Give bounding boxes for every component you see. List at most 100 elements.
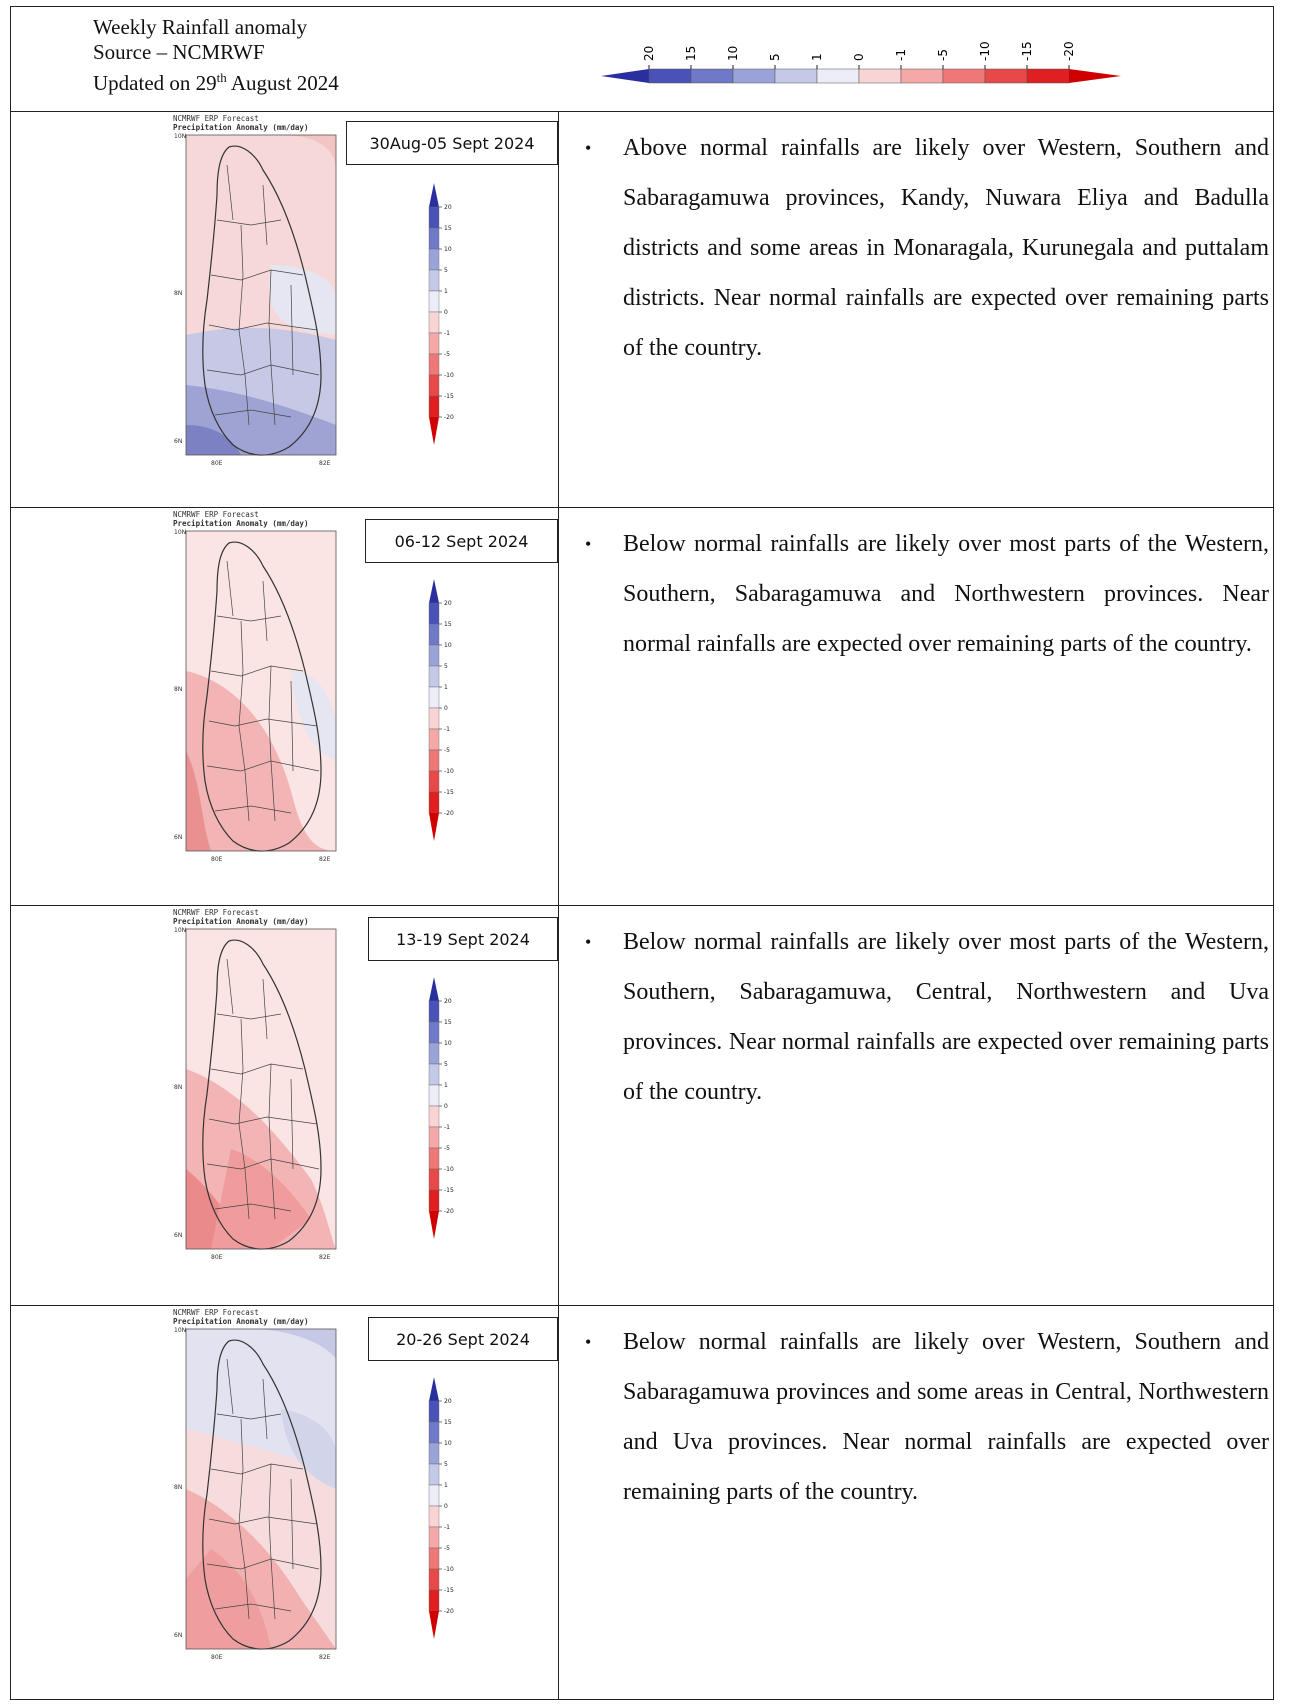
- cbar-tick-label: 15: [444, 621, 452, 628]
- colorbar-segment: [648, 68, 692, 84]
- colorbar-tick-label: 0: [852, 53, 866, 61]
- lat-label: 10N: [174, 927, 186, 934]
- cbar-arrow-bottom: [429, 1211, 439, 1239]
- anomaly-region: [281, 135, 336, 170]
- cbar-tick-label: -15: [444, 1587, 454, 1594]
- description-cell: • Below normal rainfalls are likely over…: [579, 917, 1269, 1117]
- lat-label: 6N: [174, 834, 182, 841]
- cbar-tick-label: -10: [444, 1166, 454, 1173]
- cbar-tick-label: 0: [444, 309, 448, 316]
- forecast-period-label: 20-26 Sept 2024: [368, 1317, 558, 1361]
- district-boundary: [214, 1203, 292, 1212]
- district-boundary: [268, 1063, 276, 1220]
- cbar-tick-label: 1: [444, 1482, 448, 1489]
- anomaly-region: [269, 265, 336, 335]
- forecast-period-label: 30Aug-05 Sept 2024: [346, 121, 558, 165]
- lat-label: 8N: [174, 1484, 182, 1491]
- cbar-tick-label: 20: [444, 600, 452, 607]
- colorbar-segment: [942, 68, 986, 84]
- district-boundary: [262, 978, 268, 1040]
- district-boundary: [268, 665, 276, 822]
- lon-label: 80E: [211, 1654, 223, 1661]
- cbar-segment: [428, 1021, 440, 1044]
- cbar-segment: [428, 1126, 440, 1149]
- cbar-segment: [428, 1547, 440, 1570]
- cbar-arrow-top: [429, 977, 439, 1001]
- cbar-tick-label: 10: [444, 1040, 452, 1047]
- cbar-tick-label: 0: [444, 1503, 448, 1510]
- cbar-tick-label: -5: [444, 1545, 450, 1552]
- forecast-row: NCMRWF ERP Forecast Precipitation Anomaly…: [11, 1305, 1273, 1699]
- district-boundary: [214, 805, 292, 814]
- cbar-tick-label: -15: [444, 393, 454, 400]
- forecast-description: Above normal rainfalls are likely over W…: [623, 135, 1269, 361]
- district-boundary: [216, 1013, 282, 1020]
- map-title-line1: NCMRWF ERP Forecast: [173, 908, 259, 917]
- cbar-tick-label: -10: [444, 768, 454, 775]
- cbar-tick-label: -15: [444, 789, 454, 796]
- cbar-segment: [428, 686, 440, 709]
- cbar-segment: [428, 395, 440, 418]
- map-title-line2: Precipitation Anomaly (mm/day): [173, 917, 308, 926]
- colorbar-segment: [816, 68, 860, 84]
- cbar-tick-label: 20: [444, 998, 452, 1005]
- cbar-segment: [428, 248, 440, 271]
- forecast-period-label: 13-19 Sept 2024: [368, 917, 558, 961]
- colorbar-tick-label: -20: [1062, 41, 1076, 61]
- colorbar-tick-label: 10: [726, 46, 740, 61]
- district-boundary: [290, 284, 294, 376]
- district-boundary: [238, 1418, 250, 1620]
- colorbar-tick-label: -5: [936, 49, 950, 61]
- lon-label: 80E: [211, 1254, 223, 1261]
- map-cell: NCMRWF ERP Forecast Precipitation Anomaly…: [11, 507, 559, 905]
- lat-label: 10N: [174, 133, 186, 140]
- cbar-segment: [428, 311, 440, 334]
- colorbar-tick-label: 15: [684, 46, 698, 61]
- cbar-tick-label: 5: [444, 663, 448, 670]
- cbar-segment: [428, 1147, 440, 1170]
- lon-label: 82E: [319, 1254, 331, 1261]
- district-boundary: [226, 1358, 234, 1415]
- forecast-table: Weekly Rainfall anomaly Source – NCMRWF …: [10, 6, 1274, 1700]
- forecast-description: Below normal rainfalls are likely over W…: [623, 1329, 1269, 1505]
- cbar-segment: [428, 1463, 440, 1486]
- cbar-tick-label: -20: [444, 1608, 454, 1615]
- cbar-tick-label: -1: [444, 330, 450, 337]
- map-frame: [185, 530, 337, 852]
- cbar-arrow-bottom: [429, 813, 439, 841]
- district-boundary: [206, 364, 320, 376]
- cbar-segment: [428, 665, 440, 688]
- map-frame: [185, 134, 337, 456]
- district-boundary: [290, 1478, 294, 1570]
- colorbar-segment: [900, 68, 944, 84]
- header-title: Weekly Rainfall anomaly: [93, 15, 308, 39]
- cbar-tick-label: -5: [444, 747, 450, 754]
- cbar-tick-label: 10: [444, 642, 452, 649]
- district-boundary: [238, 1018, 250, 1220]
- map-cell: NCMRWF ERP Forecast Precipitation Anomaly…: [11, 905, 559, 1305]
- anomaly-region: [186, 751, 211, 851]
- district-boundary: [290, 1078, 294, 1170]
- district-boundary: [206, 1158, 320, 1170]
- district-boundary: [226, 958, 234, 1015]
- cbar-tick-label: 1: [444, 1082, 448, 1089]
- cbar-segment: [428, 1084, 440, 1107]
- description-cell: • Above normal rainfalls are likely over…: [579, 123, 1269, 373]
- map-cell: NCMRWF ERP Forecast Precipitation Anomaly…: [11, 111, 559, 507]
- cbar-segment: [428, 1105, 440, 1128]
- lat-label: 10N: [174, 1327, 186, 1334]
- lat-label: 10N: [174, 529, 186, 536]
- map-title-line1: NCMRWF ERP Forecast: [173, 114, 259, 123]
- cbar-segment: [428, 206, 440, 229]
- cbar-tick-label: -1: [444, 1124, 450, 1131]
- cbar-tick-label: 20: [444, 1398, 452, 1405]
- cbar-segment: [428, 1000, 440, 1023]
- colorbar-segment: [732, 68, 776, 84]
- lon-label: 80E: [211, 856, 223, 863]
- cbar-tick-label: 5: [444, 267, 448, 274]
- district-boundary: [262, 580, 268, 642]
